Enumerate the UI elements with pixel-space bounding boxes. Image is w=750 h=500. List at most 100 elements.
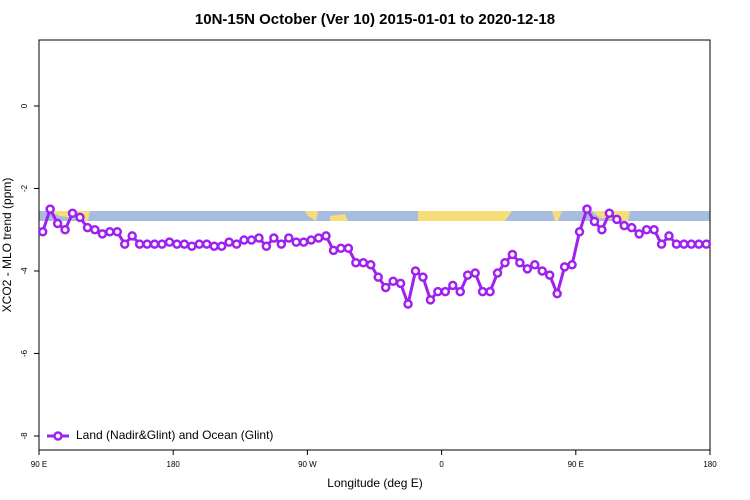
point: [619, 220, 630, 231]
x-tick-label: 0: [439, 460, 444, 469]
point: [105, 227, 115, 237]
point: [231, 239, 242, 249]
point: [462, 270, 473, 280]
point: [679, 239, 689, 249]
x-tick-label: 90 W: [298, 460, 317, 469]
point: [134, 239, 145, 249]
point: [209, 241, 219, 251]
point: [448, 280, 458, 291]
y-tick-label: -2: [20, 184, 29, 192]
point: [127, 231, 137, 241]
point: [351, 257, 361, 268]
point: [634, 229, 644, 239]
point: [380, 282, 391, 293]
point: [261, 241, 272, 251]
point: [216, 241, 227, 251]
point: [664, 231, 674, 241]
point: [649, 224, 659, 235]
point: [90, 224, 100, 235]
point: [269, 233, 279, 243]
point: [164, 237, 175, 247]
point: [612, 214, 622, 225]
point: [97, 229, 108, 239]
point: [574, 227, 585, 237]
point: [477, 286, 488, 297]
point: [149, 239, 160, 249]
point: [336, 243, 346, 254]
point: [418, 272, 428, 282]
point: [559, 262, 570, 272]
point: [433, 286, 443, 297]
point: [671, 239, 682, 249]
point: [298, 237, 309, 247]
point: [604, 208, 615, 218]
point: [224, 237, 234, 247]
point: [403, 299, 413, 309]
point: [239, 235, 249, 245]
chart-title: 10N-15N October (Ver 10) 2015-01-01 to 2…: [195, 11, 555, 28]
point: [552, 288, 562, 299]
point: [440, 286, 451, 297]
point: [157, 239, 167, 249]
point: [582, 204, 592, 214]
x-tick-label: 90 E: [31, 460, 47, 469]
point: [388, 276, 398, 287]
y-tick-label: 0: [20, 103, 29, 108]
point: [313, 233, 324, 243]
point: [328, 245, 339, 256]
point: [492, 268, 503, 278]
point: [626, 222, 637, 233]
legend-marker: [53, 431, 63, 441]
point: [306, 235, 316, 245]
point: [343, 243, 354, 254]
point: [284, 233, 294, 243]
point: [567, 260, 577, 270]
point: [246, 235, 257, 245]
point: [537, 266, 547, 276]
point: [507, 249, 518, 260]
point: [202, 239, 212, 249]
point: [425, 295, 436, 305]
point: [515, 257, 525, 268]
point: [37, 227, 48, 237]
point: [455, 286, 465, 297]
point: [470, 268, 480, 278]
point: [366, 260, 376, 270]
point: [544, 270, 555, 280]
point: [694, 239, 704, 249]
point: [112, 227, 123, 237]
point: [187, 241, 197, 251]
point: [321, 231, 331, 241]
y-tick-label: -4: [20, 267, 29, 275]
point: [172, 239, 182, 249]
point: [589, 216, 600, 227]
series-line: [41, 205, 707, 310]
point: [67, 208, 78, 218]
point: [254, 233, 264, 243]
point: [656, 239, 667, 249]
point: [179, 239, 190, 249]
point: [373, 272, 383, 282]
point: [358, 257, 369, 268]
y-tick-label: -8: [20, 432, 29, 440]
point: [701, 239, 712, 249]
point: [194, 239, 205, 249]
x-tick-label: 90 E: [568, 460, 584, 469]
point: [500, 257, 510, 268]
point: [119, 239, 130, 249]
point: [410, 266, 421, 276]
point: [522, 264, 533, 274]
point: [82, 222, 93, 233]
point: [641, 224, 652, 235]
point: [45, 204, 55, 214]
x-tick-label: 180: [703, 460, 717, 469]
point: [52, 218, 63, 229]
point: [276, 239, 287, 249]
point: [60, 224, 70, 235]
point: [485, 286, 495, 297]
x-axis-label: Longitude (deg E): [327, 476, 422, 490]
point: [395, 278, 406, 289]
y-tick-label: -6: [20, 349, 29, 357]
legend-label: Land (Nadir&Glint) and Ocean (Glint): [76, 428, 273, 442]
